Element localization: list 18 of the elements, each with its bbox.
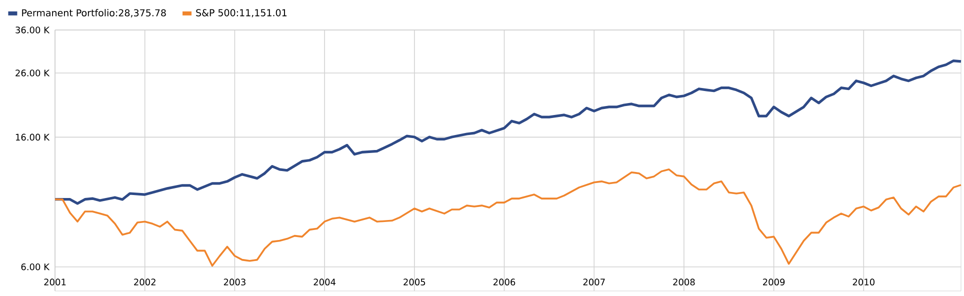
y-tick-label: 36.00 K xyxy=(16,26,50,34)
y-tick-label: 16.00 K xyxy=(16,134,50,141)
y-tick-label: 26.00 K xyxy=(16,70,50,76)
x-tick-label: 2008 xyxy=(673,278,695,286)
line-series xyxy=(54,168,962,267)
x-tick-label: 2007 xyxy=(583,278,605,286)
line-series xyxy=(54,59,962,205)
x-tick-label: 2009 xyxy=(763,278,785,286)
legend-label: S&P 500:11,151.01 xyxy=(196,9,286,18)
x-tick-label: 2001 xyxy=(44,278,66,286)
x-tick-label: 2006 xyxy=(493,278,516,286)
x-tick-label: 2002 xyxy=(134,278,156,286)
y-tick-label: 6.00 K xyxy=(21,263,50,270)
x-tick-label: 2004 xyxy=(314,278,336,286)
x-tick-label: 2003 xyxy=(224,278,246,286)
legend-label: Permanent Portfolio:28,375.78 xyxy=(22,9,166,18)
x-tick-label: 2010 xyxy=(852,278,875,286)
x-tick-label: 2005 xyxy=(404,278,426,286)
